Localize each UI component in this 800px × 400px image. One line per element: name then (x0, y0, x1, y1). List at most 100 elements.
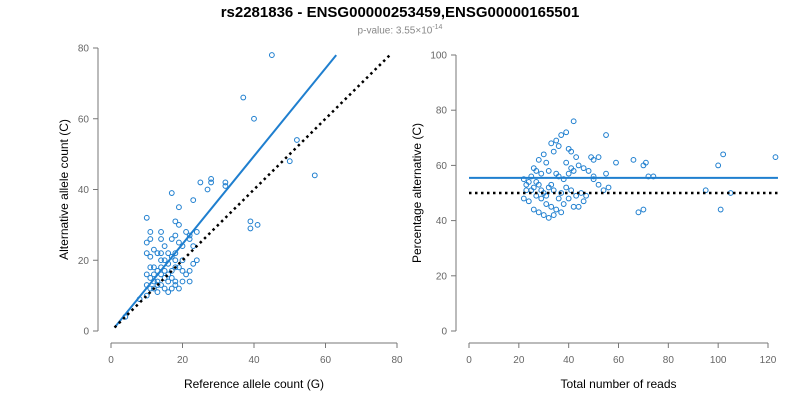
left-data-point (147, 229, 154, 235)
left-data-point (172, 257, 179, 264)
left-data-point (172, 250, 179, 257)
right-y-tick-label: 0 (441, 327, 447, 338)
right-y-tick-label: 80 (436, 106, 448, 117)
right-data-point (555, 195, 562, 202)
left-data-point (176, 285, 182, 292)
right-data-point (595, 154, 602, 161)
right-y-tick-label: 60 (436, 161, 448, 172)
right-data-point (563, 159, 570, 166)
left-reference-line (113, 54, 391, 329)
left-data-point (151, 285, 157, 292)
left-data-point (190, 260, 197, 267)
left-data-point (143, 239, 150, 246)
right-data-point (573, 154, 580, 161)
right-data-point (645, 173, 652, 180)
left-data-point (151, 271, 157, 278)
left-data-point (154, 250, 161, 257)
left-data-point (268, 52, 275, 58)
right-x-axis-title: Total number of reads (560, 377, 676, 391)
right-data-point (535, 209, 542, 216)
left-data-point (168, 275, 175, 281)
right-data-point (558, 209, 565, 216)
left-data-point (172, 218, 179, 225)
right-data-point (560, 201, 567, 207)
right-data-point (538, 170, 545, 177)
right-data-point (553, 206, 560, 213)
right-x-tick-label: 100 (710, 355, 727, 366)
right-data-point (520, 176, 527, 183)
right-data-point (563, 184, 570, 191)
right-data-point (772, 154, 779, 161)
left-data-point (151, 264, 157, 271)
right-data-point (715, 162, 722, 169)
left-data-point (165, 250, 172, 257)
left-data-point (154, 282, 161, 288)
right-data-point (583, 192, 590, 199)
left-y-tick-label: 60 (78, 114, 90, 125)
right-data-point (568, 165, 575, 172)
left-data-point (143, 250, 150, 257)
left-data-point (186, 278, 193, 285)
right-data-point (558, 190, 565, 196)
left-data-point (143, 271, 150, 278)
left-data-point (176, 204, 182, 211)
left-data-point (186, 267, 193, 274)
right-data-point (603, 132, 609, 138)
left-data-point (176, 221, 182, 228)
right-data-point (603, 170, 609, 177)
left-data-point (158, 229, 164, 235)
left-data-point (193, 257, 200, 264)
left-data-point (251, 115, 257, 122)
right-data-point (643, 159, 649, 166)
left-data-point (183, 271, 189, 278)
left-y-tick-label: 0 (83, 327, 89, 338)
left-data-point (161, 275, 168, 281)
left-fit-line (113, 54, 338, 329)
left-data-point (294, 137, 300, 143)
right-data-point (717, 206, 724, 213)
chart-title: rs2281836 - ENSG00000253459,ENSG00000165… (220, 4, 580, 21)
right-y-tick-label: 20 (436, 271, 448, 282)
left-data-point (161, 243, 168, 250)
right-data-point (630, 156, 637, 163)
right-data-point (543, 159, 550, 166)
left-data-point (172, 278, 179, 285)
right-data-point (545, 214, 552, 221)
left-data-point (168, 236, 175, 242)
right-data-point (540, 212, 547, 218)
right-data-point (540, 151, 547, 158)
chart-subtitle: p-value: 3.55×10-14 (0, 24, 800, 36)
left-data-point (147, 236, 154, 242)
left-y-tick-label: 20 (78, 256, 90, 267)
left-x-tick-label: 20 (177, 355, 189, 366)
right-data-point (565, 170, 572, 177)
right-data-point (635, 209, 642, 216)
left-data-point (311, 172, 318, 179)
left-data-point (254, 221, 261, 228)
right-data-point (520, 195, 527, 202)
right-data-point (555, 143, 562, 149)
left-data-point (168, 190, 175, 196)
left-data-point (179, 278, 186, 285)
left-data-point (172, 232, 179, 239)
right-data-point (548, 203, 555, 210)
left-data-point (165, 278, 172, 285)
left-data-point (147, 264, 154, 271)
right-data-point (548, 181, 555, 188)
left-data-point (208, 175, 215, 182)
left-data-point (286, 158, 293, 165)
left-data-point (165, 271, 172, 278)
right-x-tick-label: 120 (760, 355, 777, 366)
left-data-point (161, 267, 168, 274)
right-y-tick-label: 100 (430, 51, 447, 62)
right-data-point (538, 195, 545, 202)
left-data-point (172, 264, 179, 271)
right-data-point (565, 195, 572, 202)
pvalue-text: p-value: 3.55×10 (357, 25, 433, 37)
left-data-point (247, 225, 254, 232)
left-data-point (161, 285, 168, 292)
left-x-tick-label: 40 (248, 355, 260, 366)
right-data-point (575, 162, 582, 169)
